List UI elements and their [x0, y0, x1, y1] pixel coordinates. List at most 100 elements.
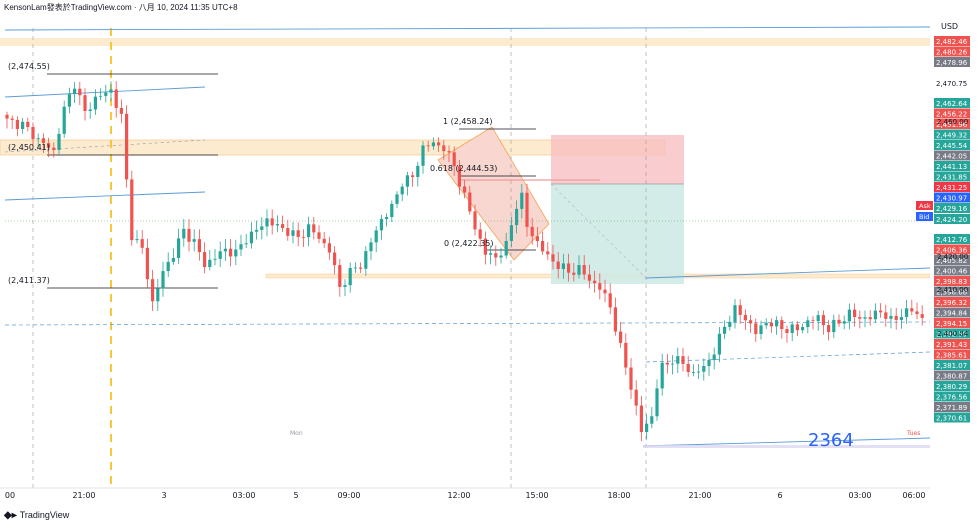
candle[interactable]	[639, 405, 643, 433]
candle[interactable]	[723, 326, 727, 334]
candle[interactable]	[119, 107, 123, 114]
candle[interactable]	[868, 317, 872, 320]
candle[interactable]	[785, 329, 789, 333]
candle[interactable]	[395, 194, 399, 204]
candle[interactable]	[738, 305, 742, 315]
candle[interactable]	[374, 230, 378, 243]
candle[interactable]	[145, 247, 149, 280]
candle[interactable]	[468, 192, 472, 212]
candle[interactable]	[827, 325, 831, 333]
candle[interactable]	[177, 238, 181, 258]
candle[interactable]	[338, 265, 342, 287]
candle[interactable]	[431, 142, 435, 147]
candle[interactable]	[457, 166, 461, 187]
candle[interactable]	[140, 239, 144, 248]
candle[interactable]	[624, 342, 628, 368]
candle[interactable]	[629, 367, 633, 390]
candle[interactable]	[530, 226, 534, 237]
candle[interactable]	[343, 285, 347, 287]
candle[interactable]	[187, 228, 191, 242]
candle[interactable]	[593, 280, 597, 284]
candle[interactable]	[67, 94, 71, 107]
candle[interactable]	[478, 229, 482, 239]
candle[interactable]	[151, 279, 155, 302]
candle[interactable]	[910, 308, 914, 312]
candle[interactable]	[790, 324, 794, 333]
candle[interactable]	[10, 118, 14, 120]
candle[interactable]	[78, 88, 82, 96]
footer-brand[interactable]: ◆▸ TradingView	[4, 508, 69, 522]
candle[interactable]	[390, 203, 394, 218]
candle[interactable]	[754, 323, 758, 335]
candle[interactable]	[31, 126, 35, 140]
candle[interactable]	[327, 243, 331, 253]
candle[interactable]	[806, 320, 810, 328]
candle[interactable]	[421, 145, 425, 166]
candle[interactable]	[426, 145, 430, 147]
candle[interactable]	[504, 240, 508, 256]
candle[interactable]	[743, 314, 747, 321]
candle[interactable]	[57, 133, 61, 150]
candle[interactable]	[348, 268, 352, 286]
candle[interactable]	[613, 307, 617, 332]
candle[interactable]	[749, 320, 753, 324]
candle[interactable]	[270, 218, 274, 226]
candle[interactable]	[5, 114, 9, 119]
candle[interactable]	[275, 224, 279, 226]
candle[interactable]	[21, 121, 25, 129]
candle[interactable]	[473, 211, 477, 230]
candle[interactable]	[567, 263, 571, 273]
candle[interactable]	[156, 288, 160, 302]
candle[interactable]	[489, 253, 493, 255]
candle[interactable]	[499, 255, 503, 258]
candle[interactable]	[99, 95, 103, 97]
candle[interactable]	[249, 231, 253, 244]
candle[interactable]	[759, 325, 763, 335]
candle[interactable]	[894, 315, 898, 320]
candle[interactable]	[655, 388, 659, 417]
candle[interactable]	[889, 315, 893, 319]
candle[interactable]	[863, 317, 867, 319]
candle[interactable]	[182, 228, 186, 239]
candle[interactable]	[582, 265, 586, 275]
candle[interactable]	[385, 217, 389, 219]
candle[interactable]	[551, 254, 555, 262]
candle[interactable]	[15, 119, 19, 129]
candle[interactable]	[780, 320, 784, 330]
candle[interactable]	[286, 228, 290, 236]
candle[interactable]	[775, 320, 779, 327]
candle[interactable]	[764, 322, 768, 326]
candle[interactable]	[171, 257, 175, 262]
candle[interactable]	[603, 289, 607, 294]
candle[interactable]	[312, 224, 316, 233]
candle[interactable]	[811, 320, 815, 322]
candle[interactable]	[525, 192, 529, 227]
candle[interactable]	[36, 138, 40, 140]
candle[interactable]	[322, 238, 326, 244]
candle[interactable]	[619, 331, 623, 343]
candle[interactable]	[125, 113, 129, 180]
candle[interactable]	[114, 89, 118, 108]
candle[interactable]	[369, 242, 373, 252]
candle[interactable]	[691, 372, 695, 373]
candle[interactable]	[832, 319, 836, 333]
candle[interactable]	[697, 371, 701, 373]
candle[interactable]	[717, 333, 721, 355]
candle[interactable]	[572, 272, 576, 275]
candle[interactable]	[229, 248, 233, 257]
candle[interactable]	[452, 152, 456, 167]
candle[interactable]	[197, 239, 201, 253]
candle[interactable]	[317, 232, 321, 239]
candle[interactable]	[483, 238, 487, 255]
candle[interactable]	[608, 293, 612, 308]
candle[interactable]	[104, 92, 108, 96]
candle[interactable]	[712, 354, 716, 361]
candle[interactable]	[681, 356, 685, 364]
candle[interactable]	[769, 322, 773, 327]
candle[interactable]	[208, 259, 212, 268]
candle[interactable]	[255, 229, 259, 232]
candle[interactable]	[405, 175, 409, 187]
candle[interactable]	[130, 179, 134, 241]
candle[interactable]	[873, 310, 877, 320]
